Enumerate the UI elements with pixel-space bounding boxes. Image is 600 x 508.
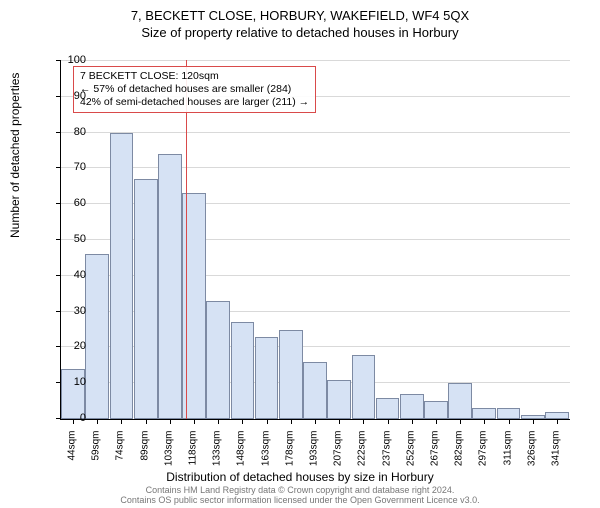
x-tick-label: 311sqm [502,431,513,481]
bar [134,179,158,419]
y-tick-label: 60 [56,197,86,209]
bar [376,398,400,419]
x-tick-label: 44sqm [67,431,78,481]
bar [255,337,279,419]
x-tick-mark [218,419,219,424]
x-tick-label: 252sqm [405,431,416,481]
gridline [61,60,570,61]
footer-line2: Contains OS public sector information li… [0,496,600,506]
x-tick-label: 133sqm [212,431,223,481]
x-tick-mark [557,419,558,424]
x-tick-label: 282sqm [454,431,465,481]
x-tick-mark [121,419,122,424]
annotation-line2: ← 57% of detached houses are smaller (28… [80,83,309,96]
bar [206,301,230,419]
bar [545,412,569,419]
x-tick-label: 89sqm [139,431,150,481]
x-tick-label: 267sqm [429,431,440,481]
x-tick-mark [146,419,147,424]
x-tick-label: 59sqm [91,431,102,481]
y-tick-label: 0 [56,412,86,424]
bar [448,383,472,419]
x-tick-label: 103sqm [163,431,174,481]
y-tick-label: 100 [56,54,86,66]
bar [472,408,496,419]
x-tick-label: 178sqm [284,431,295,481]
y-tick-label: 20 [56,340,86,352]
annotation-line3: 42% of semi-detached houses are larger (… [80,96,309,109]
page-title-address: 7, BECKETT CLOSE, HORBURY, WAKEFIELD, WF… [0,8,600,23]
bar [424,401,448,419]
bar [231,322,255,419]
x-tick-mark [436,419,437,424]
x-tick-mark [194,419,195,424]
annotation-line1: 7 BECKETT CLOSE: 120sqm [80,70,309,83]
y-tick-label: 80 [56,126,86,138]
x-tick-label: 193sqm [309,431,320,481]
x-tick-mark [339,419,340,424]
x-tick-label: 297sqm [478,431,489,481]
bar [352,355,376,419]
bar [279,330,303,420]
y-tick-label: 90 [56,90,86,102]
x-tick-mark [363,419,364,424]
x-tick-mark [97,419,98,424]
footer-attribution: Contains HM Land Registry data © Crown c… [0,486,600,506]
x-tick-label: 341sqm [550,431,561,481]
bar [400,394,424,419]
x-tick-label: 163sqm [260,431,271,481]
annotation-box: 7 BECKETT CLOSE: 120sqm← 57% of detached… [73,66,316,113]
x-tick-mark [267,419,268,424]
x-tick-mark [388,419,389,424]
bar [327,380,351,419]
x-tick-label: 74sqm [115,431,126,481]
x-tick-mark [170,419,171,424]
x-tick-label: 118sqm [188,431,199,481]
bar [303,362,327,419]
y-axis-label: Number of detached properties [8,73,22,238]
bar [158,154,182,419]
x-tick-mark [509,419,510,424]
x-tick-mark [460,419,461,424]
y-tick-label: 50 [56,233,86,245]
y-tick-label: 40 [56,269,86,281]
gridline [61,167,570,168]
x-tick-mark [484,419,485,424]
y-tick-label: 10 [56,376,86,388]
y-tick-label: 70 [56,161,86,173]
x-tick-mark [412,419,413,424]
x-tick-label: 326sqm [526,431,537,481]
bar [497,408,521,419]
page-title-subtitle: Size of property relative to detached ho… [0,25,600,40]
x-tick-label: 237sqm [381,431,392,481]
x-tick-mark [291,419,292,424]
gridline [61,132,570,133]
chart-plot-area: 7 BECKETT CLOSE: 120sqm← 57% of detached… [60,60,570,420]
x-tick-mark [315,419,316,424]
bar [110,133,134,419]
x-tick-mark [533,419,534,424]
x-tick-label: 148sqm [236,431,247,481]
bar [85,254,109,419]
y-tick-label: 30 [56,305,86,317]
reference-line [186,60,187,419]
x-tick-label: 207sqm [333,431,344,481]
x-tick-label: 222sqm [357,431,368,481]
x-tick-mark [242,419,243,424]
